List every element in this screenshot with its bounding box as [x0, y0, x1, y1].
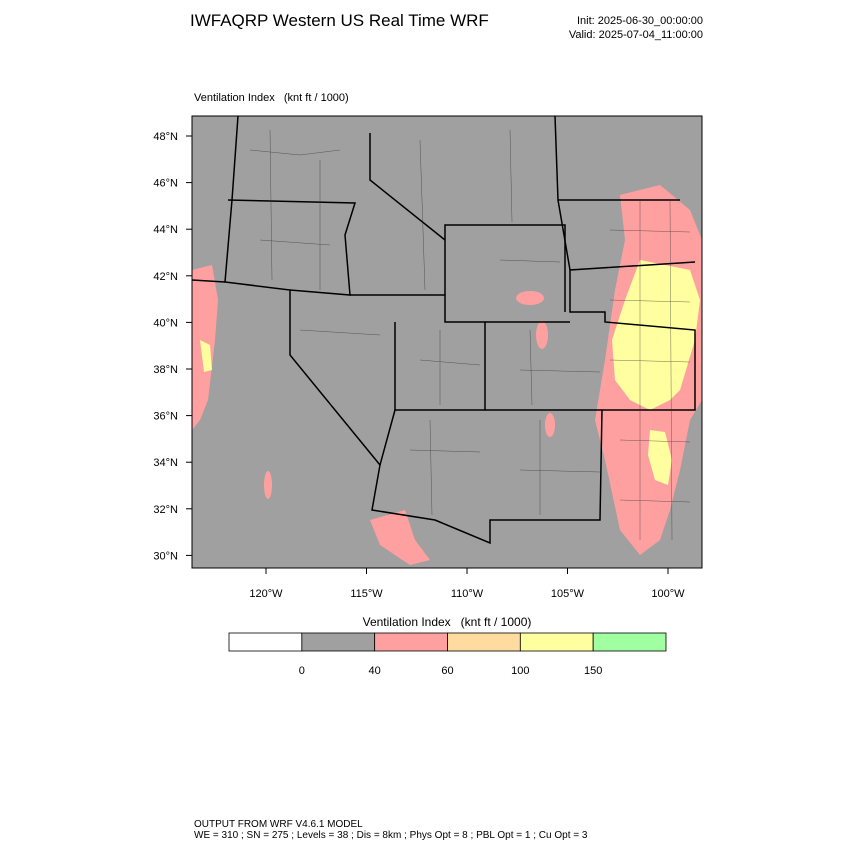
lat-axis: 48°N 46°N 44°N 42°N 40°N 38°N 36°N 34°N 32°N 30°N	[153, 131, 192, 562]
colorbar-label: 60	[441, 665, 453, 677]
footer-line: WE = 310 ; SN = 275 ; Levels = 38 ; Dis …	[194, 830, 588, 841]
title: IWFAQRP Western US Real Time WRF	[190, 11, 489, 30]
map-label: Ventilation Index (knt ft / 1000)	[194, 92, 349, 104]
colorbar-box	[301, 632, 376, 652]
map	[191, 115, 703, 569]
lat-label: 38°N	[153, 364, 178, 376]
lat-label: 32°N	[153, 504, 178, 516]
region-40-60	[536, 321, 548, 349]
colorbar-box	[592, 632, 667, 652]
colorbar-label: 100	[511, 665, 529, 677]
region-40-60	[264, 471, 272, 499]
valid-time: Valid: 2025-07-04_11:00:00	[569, 29, 703, 41]
colorbar-box	[447, 632, 521, 652]
county-lines	[249, 129, 691, 541]
colorbar-box	[228, 632, 303, 652]
lat-label: 30°N	[153, 550, 178, 562]
colorbar-label: 0	[299, 665, 305, 677]
region-100-150	[612, 260, 700, 410]
init-time: Init: 2025-06-30_00:00:00	[577, 15, 703, 27]
lat-label: 36°N	[153, 411, 178, 423]
lat-label: 40°N	[153, 317, 178, 329]
lon-axis: 120°W 115°W 110°W 105°W 100°W	[249, 568, 685, 600]
lon-label: 105°W	[551, 588, 585, 600]
colorbar: 0 40 60 100 150	[228, 632, 667, 677]
colorbar-box	[374, 632, 448, 652]
lat-label: 44°N	[153, 224, 178, 236]
region-40-60	[370, 510, 430, 565]
lon-label: 120°W	[249, 588, 283, 600]
colorbar-title: Ventilation Index (knt ft / 1000)	[363, 615, 532, 629]
lat-label: 46°N	[153, 178, 178, 190]
lat-label: 34°N	[153, 457, 178, 469]
region-40-60	[516, 291, 544, 305]
lat-label: 42°N	[153, 271, 178, 283]
footer-line: OUTPUT FROM WRF V4.6.1 MODEL	[194, 819, 363, 830]
map-frame	[191, 115, 703, 569]
lon-label: 100°W	[651, 588, 685, 600]
region-100-150	[200, 340, 212, 372]
lon-label: 110°W	[451, 588, 484, 600]
colorbar-label: 40	[369, 665, 381, 677]
lat-label: 48°N	[153, 131, 178, 143]
region-100-150	[648, 430, 672, 485]
colorbar-box	[519, 632, 594, 652]
colorbar-label: 150	[584, 665, 602, 677]
region-40-60	[545, 413, 555, 437]
lon-label: 115°W	[350, 588, 383, 600]
boundaries	[191, 115, 696, 545]
